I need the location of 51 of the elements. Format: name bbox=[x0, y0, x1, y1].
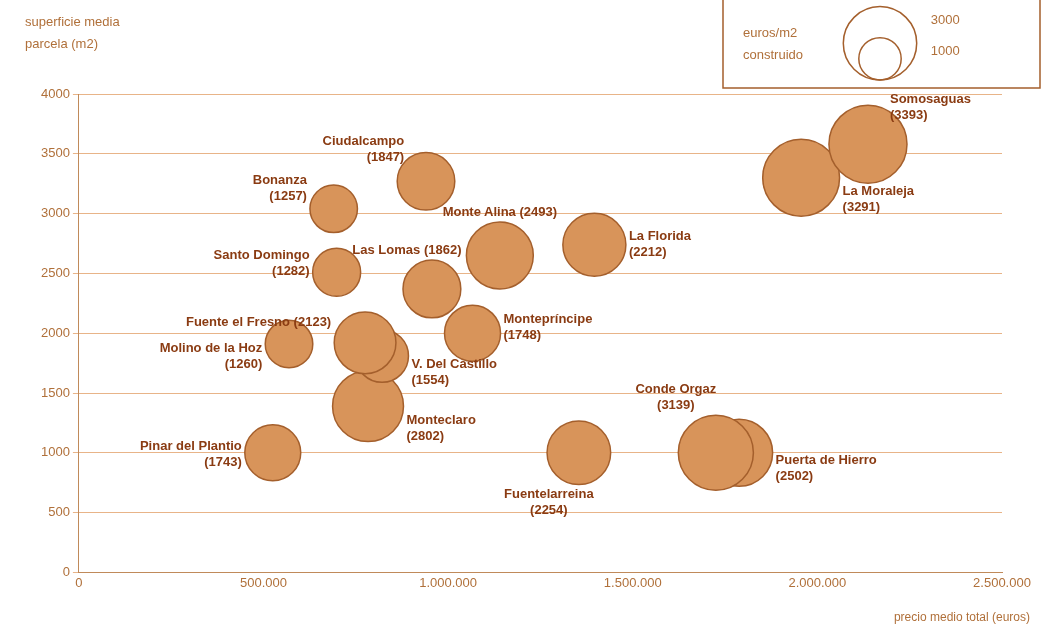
series-label: La Moraleja bbox=[842, 183, 915, 199]
x-axis-title: precio medio total (euros) bbox=[893, 610, 1030, 625]
legend-title: euros/m2 construido bbox=[743, 24, 803, 62]
y-tick-label: 4000 bbox=[41, 85, 70, 101]
series-label: V. Del Castillo bbox=[411, 355, 498, 371]
y-tick-label: 1500 bbox=[41, 384, 70, 400]
series-label: Pinar del Plantio bbox=[139, 438, 242, 454]
data-label: (1554) bbox=[411, 371, 450, 387]
series-label: Santo Domingo bbox=[213, 246, 310, 262]
series-label: Fuentelarreina bbox=[504, 486, 595, 502]
data-label: (1743) bbox=[204, 454, 242, 470]
y-tick-label: 1000 bbox=[41, 444, 70, 460]
data-label: (3291) bbox=[842, 199, 881, 215]
x-tick-label: 0 bbox=[75, 574, 83, 590]
legend-label: 3000 bbox=[930, 12, 960, 28]
x-tick-label: 500.000 bbox=[240, 574, 288, 590]
series-label: Puerta de Hierro bbox=[775, 452, 877, 468]
y-tick-label: 500 bbox=[48, 504, 70, 520]
data-label: (1260) bbox=[224, 355, 263, 371]
data-label: (2212) bbox=[628, 244, 667, 260]
x-tick-label: 1.000.000 bbox=[419, 574, 478, 590]
y-tick-label: 2000 bbox=[41, 324, 70, 340]
series-label: Ciudalcampo bbox=[322, 132, 405, 148]
data-label: (2254) bbox=[530, 502, 568, 518]
x-tick-label: 2.000.000 bbox=[788, 574, 847, 590]
series-label: Monteclaro bbox=[406, 411, 476, 427]
data-label: (2802) bbox=[406, 427, 445, 443]
text: Las Lomas (1862) bbox=[352, 241, 462, 257]
series-label: Somosaguas bbox=[890, 90, 971, 106]
data-label: (1748) bbox=[503, 326, 542, 342]
text: Monte Alina (2493) bbox=[442, 203, 558, 219]
text: Fuente el Fresno (2123) bbox=[185, 314, 332, 330]
y-tick-label: 3000 bbox=[41, 205, 70, 221]
data-label: (1847) bbox=[366, 148, 405, 164]
data-label: (3139) bbox=[657, 396, 695, 412]
data-label: (1257) bbox=[269, 188, 307, 204]
series-label: Conde Orgaz bbox=[635, 380, 717, 396]
series-label: Montepríncipe bbox=[503, 310, 593, 326]
series-label: Bonanza bbox=[252, 172, 308, 188]
x-tick-label: 2.500.000 bbox=[973, 574, 1031, 590]
y-tick-label: 3500 bbox=[41, 145, 70, 161]
x-tick-label: 1.500.000 bbox=[603, 574, 662, 590]
series-label: La Florida bbox=[628, 228, 692, 244]
y-tick-label: 0 bbox=[62, 563, 70, 579]
series-label: Molino de la Hoz bbox=[159, 339, 263, 355]
data-label: (1282) bbox=[272, 262, 310, 278]
data-label: (3393) bbox=[890, 106, 928, 122]
legend-label: 1000 bbox=[930, 43, 960, 59]
y-tick-label: 2500 bbox=[41, 264, 70, 280]
y-axis-title: superficie media parcela (m2) bbox=[25, 13, 121, 51]
data-label: (2502) bbox=[775, 468, 814, 484]
